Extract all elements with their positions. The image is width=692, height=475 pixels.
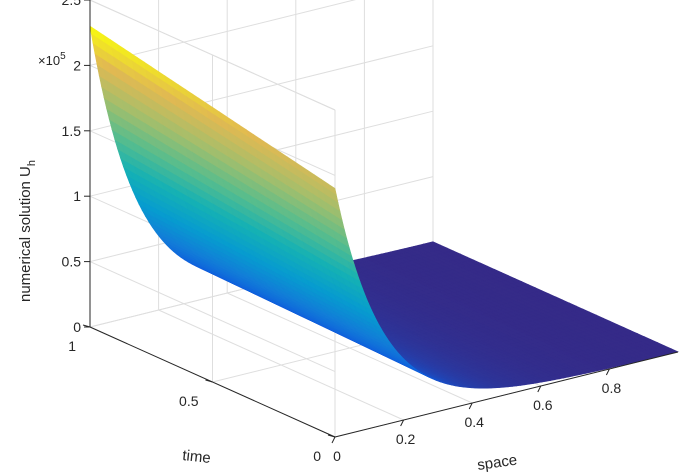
x-tick-mark [331,436,336,444]
tick-labels: 0 0.2 0.4 0.6 0.8 0 0.5 1 0 0.5 1 1.5 2 2.5 [62,0,622,464]
y-tick-mark [327,434,336,438]
x-tick-label: 0.8 [602,380,622,396]
z-tick-label: 1.5 [62,123,82,139]
y-tick-mark [205,379,213,383]
x-tick-mark [468,402,473,410]
z-tick-label: 2.5 [62,0,82,8]
x-axis-line [334,351,679,438]
z-tick-label: 0 [73,319,81,335]
y-axis-label: time [182,447,212,467]
surface [89,25,679,389]
x-tick-label: 0 [333,448,341,464]
x-tick-label: 0.6 [533,397,553,413]
x-tick-label: 0.4 [464,414,484,430]
z-exponent-prefix: ×10 [38,53,60,68]
grid-line [89,0,356,66]
y-tick-label: 0 [313,448,321,464]
z-axis-label-main: numerical solution U [17,166,34,302]
z-exponent-label: ×105 [38,51,66,68]
z-axis-label: numerical solution Uh [17,160,38,302]
z-tick-label: 2 [73,57,81,73]
x-tick-label: 0.2 [396,431,416,447]
z-axis-label-sub: h [26,160,38,166]
grid-line [89,0,336,111]
surface-patch [327,183,337,196]
x-tick-mark [537,385,542,393]
y-tick-label: 1 [68,338,76,354]
x-axis-label: space [476,452,518,474]
x-tick-mark [605,368,610,376]
y-tick-label: 0.5 [179,393,199,409]
z-tick-label: 1 [73,188,81,204]
x-tick-mark [400,419,405,427]
z-exponent-value: 5 [60,51,66,62]
z-tick-label: 0.5 [62,254,82,270]
